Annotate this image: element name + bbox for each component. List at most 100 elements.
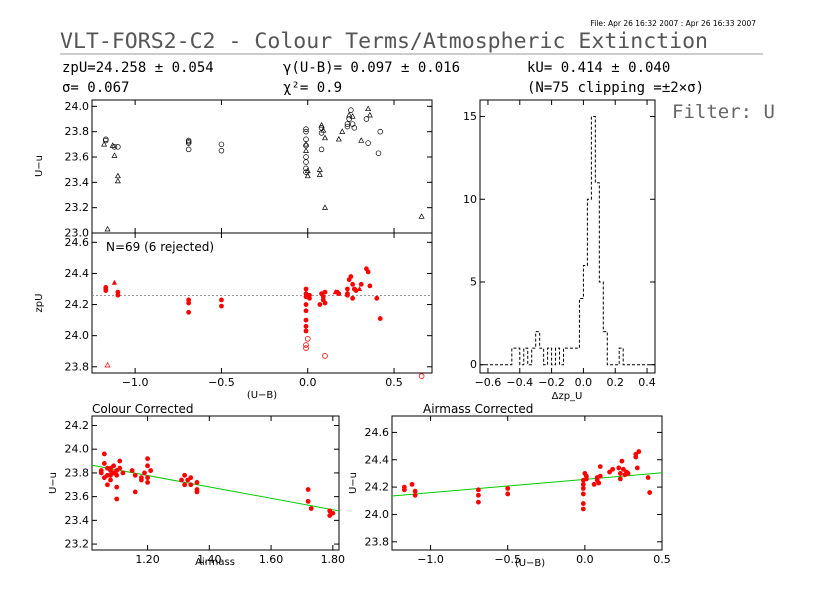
data-point-triangle <box>114 172 121 179</box>
data-point-red <box>117 465 123 471</box>
data-point-rejected <box>303 342 309 348</box>
data-point-triangle <box>318 122 325 128</box>
data-point-red <box>139 477 144 483</box>
panel-airmass-corrected-frame <box>391 415 663 551</box>
panel1-xtick-label: 0.5 <box>385 376 403 389</box>
data-point-red <box>580 501 586 506</box>
panel4-xtick-label: −1.0 <box>417 553 444 566</box>
data-point-red <box>647 490 653 495</box>
data-point-circle <box>185 146 192 153</box>
data-point-red <box>194 480 200 485</box>
ylabel-airmass-corrected: U−u <box>348 472 359 494</box>
data-point-triangle <box>366 111 373 118</box>
data-point-triangle <box>303 141 309 147</box>
clipping-note: (N=75 clipping =±2×σ) <box>527 80 704 96</box>
data-point-red <box>377 316 383 321</box>
data-point-red <box>580 491 586 497</box>
data-point-triangle <box>111 152 118 158</box>
data-point-rejected-triangle <box>104 361 111 368</box>
data-point-red <box>194 489 200 495</box>
ylabel-colour-corrected: U−u <box>48 472 59 494</box>
k-result: kU= 0.414 ± 0.040 <box>527 60 670 76</box>
data-point-red <box>317 302 323 307</box>
data-point-circle <box>218 147 225 154</box>
panel3-ytick-label: 23.6 <box>65 490 90 503</box>
hist-ytick-label: 10 <box>463 193 477 206</box>
panel1-xtick-label: −1.0 <box>122 376 149 389</box>
panel-frames <box>91 99 663 551</box>
data-point-red-triangle <box>111 279 118 285</box>
panel4-ytick-label: 24.2 <box>365 481 390 494</box>
file-timestamp: File: Apr 26 16:32 2007 : Apr 26 16:33 2… <box>591 19 757 28</box>
data-point-red <box>645 475 651 480</box>
data-point-red <box>636 449 642 454</box>
data-point-triangle <box>316 166 323 172</box>
filter-label: Filter: U <box>672 101 775 123</box>
data-point-triangle <box>346 111 353 118</box>
data-point-triangle <box>339 128 346 134</box>
panel1-xtick-label: 0.0 <box>299 376 317 389</box>
panel4-xtick-label: 0.5 <box>653 553 671 566</box>
data-point-red <box>597 473 603 479</box>
data-point-red <box>101 461 107 466</box>
data-point-red <box>219 297 224 303</box>
data-point-red <box>132 489 138 495</box>
panel4-xtick-label: −0.5 <box>494 553 521 566</box>
data-point-circle <box>111 144 118 150</box>
histogram-outline <box>480 116 655 366</box>
data-point-triangle <box>303 147 309 153</box>
data-point-red <box>348 274 354 279</box>
data-point-triangle <box>358 137 365 143</box>
data-point-red <box>129 468 135 473</box>
panel4-xtick-label: 0.0 <box>576 553 594 566</box>
data-point-red <box>621 466 626 472</box>
data-point-triangle <box>365 105 372 112</box>
data-point-red <box>305 487 311 492</box>
panel0-ytick-label: 24.0 <box>65 100 90 113</box>
data-point-circle <box>115 144 121 150</box>
data-point-triangle <box>304 172 311 179</box>
data-point-circle <box>375 150 382 156</box>
data-point-red <box>186 309 192 315</box>
data-point-red <box>148 468 154 473</box>
panel1-ytick-label: 24.6 <box>65 236 90 249</box>
data-point-red <box>114 496 120 502</box>
hist-xtick-label: 0.0 <box>575 376 593 389</box>
hist-xtick-label: 0.4 <box>638 376 656 389</box>
data-point-red <box>101 451 107 457</box>
data-point-circle <box>303 154 309 160</box>
data-point-red <box>401 487 407 493</box>
panel1-ytick-label: 24.0 <box>65 329 90 342</box>
data-point-red <box>584 476 589 482</box>
data-point-red <box>505 491 511 497</box>
panel3-xtick-label: 1.20 <box>135 553 160 566</box>
colour-corrected-title: Colour Corrected <box>92 402 194 416</box>
xlabel-delta-zp: Δzp_U <box>552 391 583 402</box>
data-point-red <box>358 281 364 287</box>
data-point-red <box>607 469 612 475</box>
panel-colour-corrected-frame <box>91 415 340 551</box>
data-point-rejected <box>418 373 425 379</box>
hist-xtick-label: −0.2 <box>538 376 565 389</box>
sigma-result: σ= 0.067 <box>62 80 129 96</box>
data-point-red <box>345 292 350 298</box>
data-point-red <box>98 470 104 476</box>
data-point-circle <box>363 116 370 122</box>
data-point-red <box>322 300 328 306</box>
data-point-red <box>367 283 373 289</box>
hist-ytick-label: 5 <box>470 276 477 289</box>
panel4-ytick-label: 24.6 <box>365 426 390 439</box>
data-point-red <box>350 281 356 287</box>
data-point-red <box>505 486 511 491</box>
data-point-circle <box>377 128 383 135</box>
data-point-red <box>108 477 113 483</box>
data-point-red <box>115 292 121 298</box>
data-point-red <box>619 458 625 464</box>
panel3-ytick-label: 24.0 <box>65 443 90 456</box>
data-point-red <box>103 288 109 293</box>
data-point-red <box>412 488 418 494</box>
panel4-ytick-label: 24.0 <box>365 508 390 521</box>
panel3-xtick-label: 1.40 <box>197 553 222 566</box>
data-point-rejected <box>303 345 309 351</box>
